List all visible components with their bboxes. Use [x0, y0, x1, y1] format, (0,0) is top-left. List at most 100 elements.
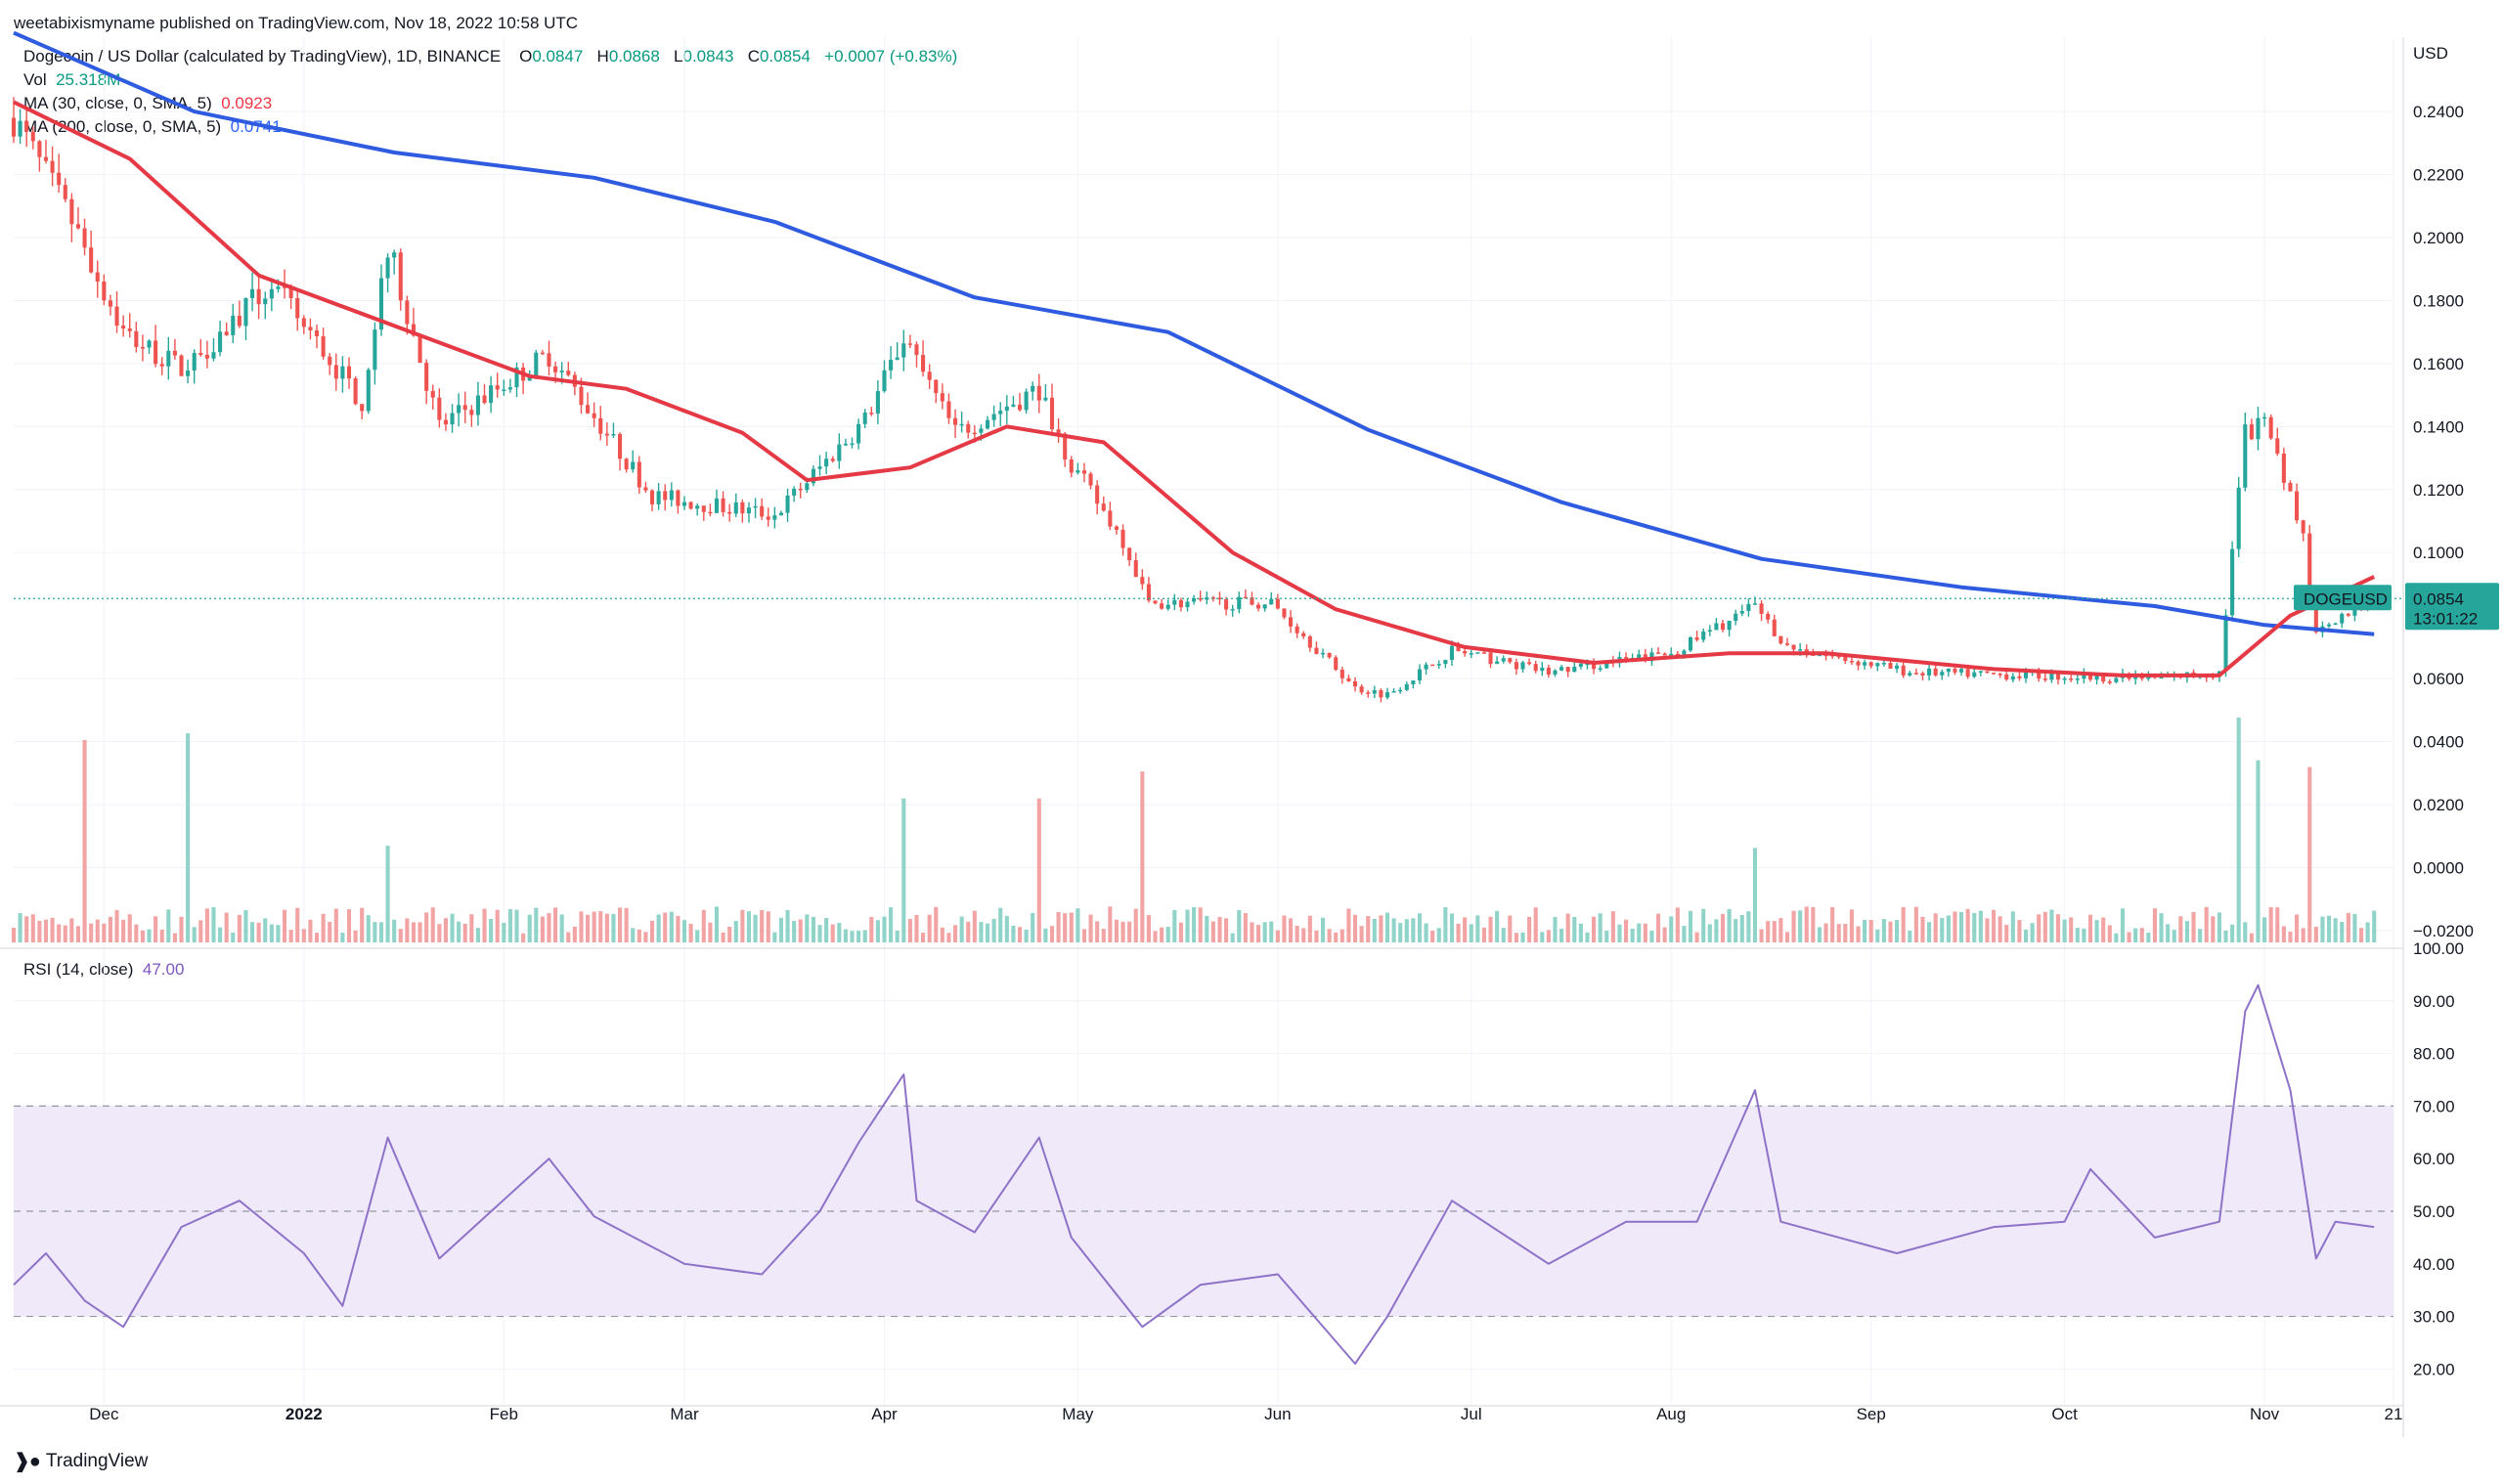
volume-bar [1804, 906, 1809, 942]
symbol-title[interactable]: Dogecoin / US Dollar (calculated by Trad… [23, 47, 502, 65]
candle-body [2087, 674, 2093, 680]
volume-bar [1488, 916, 1493, 942]
volume-bar [424, 912, 429, 942]
candle-body [1469, 653, 1473, 655]
volume-bar [1933, 913, 1938, 942]
time-tick-label: Nov [2250, 1405, 2280, 1423]
ma200-line [13, 30, 2375, 636]
rsi-tick-label: 70.00 [2413, 1097, 2455, 1115]
candle [37, 140, 42, 172]
candle-body [740, 502, 745, 514]
candle [82, 218, 87, 256]
candle [811, 465, 815, 487]
tradingview-logo[interactable]: ❱● TradingView [14, 1449, 148, 1473]
candle [688, 501, 693, 510]
candle [701, 505, 706, 521]
volume-bar [2307, 766, 2312, 942]
candle-body [514, 367, 519, 388]
volume-bar [843, 929, 848, 942]
candle-body [1449, 645, 1454, 660]
candle-body [1714, 623, 1719, 631]
pair-tag-text: DOGEUSD [2304, 589, 2388, 608]
candle [901, 329, 906, 371]
candle-body [1262, 604, 1267, 609]
candle-body [1778, 635, 1783, 644]
candle-body [186, 371, 191, 376]
volume-bar [772, 932, 777, 942]
volume-bar [457, 921, 461, 942]
rsi-legend[interactable]: RSI (14, close) 47.00 [23, 960, 184, 980]
volume-bar [1334, 932, 1339, 942]
candle-body [475, 395, 480, 415]
volume-bar [366, 915, 371, 942]
candle-body [1359, 686, 1364, 693]
candle [1404, 681, 1409, 691]
candle-body [256, 288, 261, 305]
candle [1133, 552, 1138, 578]
candle [772, 506, 777, 529]
volume-bar [269, 924, 274, 942]
volume-bar [1798, 910, 1803, 942]
candle [1714, 618, 1719, 631]
candle-body [288, 287, 293, 298]
volume-bar [1495, 910, 1500, 942]
candle [321, 327, 326, 360]
candle [69, 193, 74, 242]
candle-body [2295, 491, 2300, 521]
volume-bar [966, 921, 971, 942]
candle-body [1933, 668, 1938, 676]
candle [1520, 660, 1525, 674]
candle-body [1927, 668, 1932, 676]
candle-body [805, 483, 810, 491]
volume-bar [1011, 925, 1016, 942]
candle-body [979, 428, 984, 433]
candle-body [1540, 667, 1545, 672]
candle [1346, 675, 1351, 682]
candle [850, 437, 855, 449]
candle [907, 334, 912, 349]
volume-bar [1578, 923, 1583, 942]
volume-bar [2275, 907, 2280, 942]
publisher-line: weetabixismyname published on TradingVie… [14, 14, 579, 32]
candle [778, 510, 783, 516]
candle-body [695, 505, 700, 509]
candle-body [2049, 673, 2054, 680]
candle [914, 341, 919, 368]
candle-body [314, 329, 320, 337]
candle-body [2082, 674, 2086, 679]
candle [346, 357, 352, 389]
volume-bar [2172, 930, 2176, 942]
volume-bar [1004, 915, 1009, 942]
rsi-tick-label: 100.00 [2413, 939, 2464, 958]
volume-bar [1088, 914, 1093, 942]
candle [733, 493, 738, 517]
candle [1140, 569, 1145, 590]
candle [1185, 598, 1190, 612]
volume-bar [1024, 929, 1029, 942]
candle [2256, 407, 2261, 451]
pair-tag-bg [2294, 585, 2392, 611]
volume-bar [598, 911, 603, 942]
candle [1314, 641, 1319, 655]
candle [147, 339, 152, 354]
candle-body [1011, 404, 1016, 407]
volume-bar [1384, 912, 1390, 942]
candle [218, 321, 223, 357]
candle-body [82, 228, 87, 248]
volume-bar [521, 933, 526, 942]
candle [714, 489, 720, 513]
volume-bar [1514, 933, 1518, 942]
volume-bar [643, 932, 648, 942]
candle [43, 140, 49, 164]
candle [1875, 662, 1880, 672]
volume-bar [2268, 906, 2273, 942]
candle [24, 109, 29, 148]
candle [1230, 604, 1235, 617]
candle-body [1856, 661, 1861, 666]
candle [604, 422, 609, 446]
volume-bar [204, 908, 209, 942]
candle-body [2075, 678, 2080, 680]
volume-bar [1913, 906, 1918, 942]
candle-body [114, 306, 119, 327]
